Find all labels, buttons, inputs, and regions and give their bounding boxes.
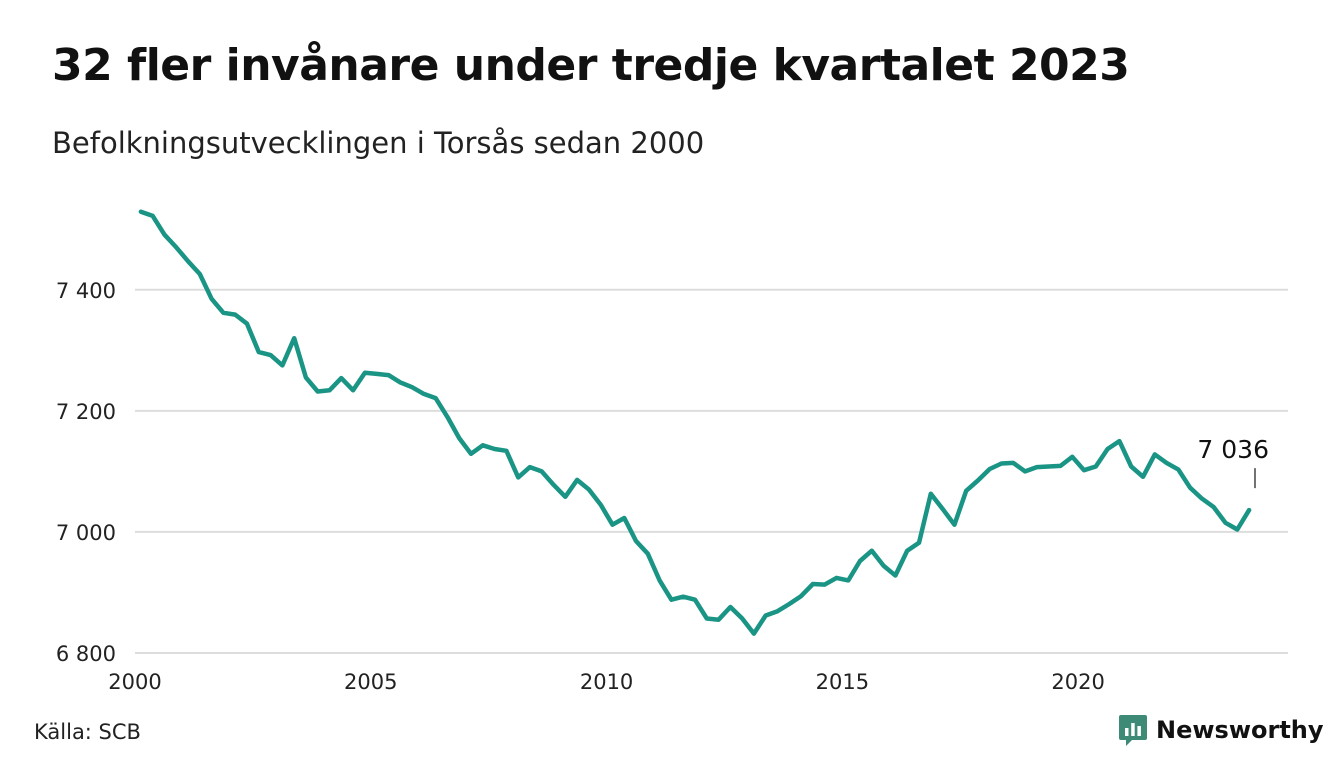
y-tick-label: 6 800 (56, 642, 116, 666)
y-tick-label: 7 000 (56, 521, 116, 545)
brand-logo[interactable]: Newsworthy (1118, 713, 1324, 747)
last-value-label: 7 036 (1197, 435, 1269, 464)
x-axis-tick-labels: 2000 2005 2010 2015 2020 (108, 670, 1105, 694)
brand-name: Newsworthy (1156, 716, 1324, 744)
x-tick-label: 2020 (1051, 670, 1104, 694)
series-group (138, 209, 1252, 636)
x-tick-label: 2010 (580, 670, 633, 694)
source-note: Källa: SCB (34, 720, 141, 744)
series-line-0 (138, 209, 1252, 636)
y-tick-label: 7 400 (56, 279, 116, 303)
annotation-group: 7 036 (1197, 435, 1269, 489)
chart-subtitle: Befolkningsutvecklingen i Torsås sedan 2… (52, 126, 705, 160)
y-tick-label: 7 200 (56, 400, 116, 424)
newsworthy-logo-icon (1119, 715, 1147, 746)
y-axis-tick-labels: 6 800 7 000 7 200 7 400 (56, 279, 116, 666)
chart-title: 32 fler invånare under tredje kvartalet … (52, 40, 1130, 91)
gridlines (135, 288, 1288, 654)
x-tick-label: 2005 (344, 670, 397, 694)
x-tick-label: 2000 (108, 670, 161, 694)
line-chart: 6 800 7 000 7 200 7 400 2000 2005 2010 2015 202… (56, 209, 1288, 694)
x-tick-label: 2015 (816, 670, 869, 694)
